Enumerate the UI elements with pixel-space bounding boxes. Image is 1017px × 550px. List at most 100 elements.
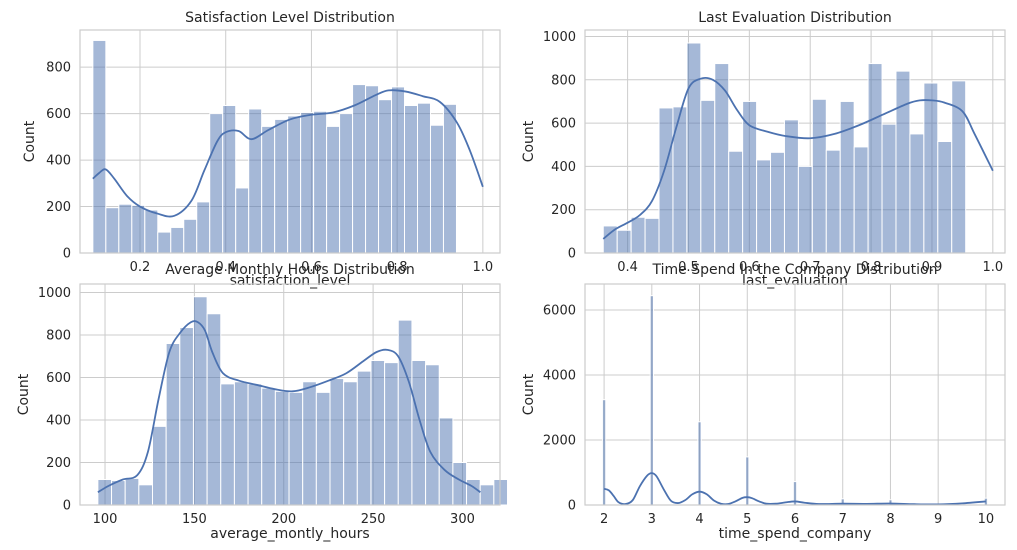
y-axis-label: Count [16,373,32,415]
histogram-bar [742,100,758,254]
histogram-bar [179,327,194,506]
y-tick-label: 4000 [543,369,576,384]
kde-line [92,89,484,218]
y-tick-label: 600 [46,371,71,386]
histogram-bar [365,85,380,254]
y-tick-label: 800 [46,329,71,344]
histogram-bar [797,165,813,254]
x-tick-label: 2 [600,512,608,527]
y-tick-label: 600 [46,107,71,122]
histogram-bar [728,150,744,254]
histogram-bar [425,364,440,506]
y-tick-label: 1000 [38,286,71,301]
x-tick-label: 250 [361,512,386,527]
x-tick-label: 100 [93,512,118,527]
histogram-bar [313,110,328,254]
x-axis-label: average_montly_hours [210,526,369,542]
histogram-bar [233,381,249,506]
y-tick-label: 400 [46,154,71,169]
histogram-bar [370,360,386,506]
x-tick-label: 8 [886,512,894,527]
time-spend-company-chart: 2 3 4 5 6 7 8 9 10 0 2000 4000 6000 time_spend_compan… [521,262,1006,542]
x-tick-label: 0.2 [130,260,151,275]
histogram-bar [247,383,263,506]
y-tick-label: 800 [551,73,576,88]
y-tick-label: 0 [63,499,71,514]
x-tick-label: 0.4 [215,260,236,275]
y-tick-label: 200 [551,203,576,218]
histogram-bar [339,113,354,254]
histogram-bar [909,133,925,254]
chart-title: Average Monthly Hours Distribution [165,262,415,278]
histogram-bar [287,115,302,254]
axes-frame [584,283,1006,506]
histogram-bar [343,381,358,506]
x-tick-label: 0.7 [800,260,821,275]
last-evaluation-chart: 0.4 0.5 0.6 0.7 0.8 0.9 1.0 0 200 400 600 800 1000 la… [521,10,1006,289]
histogram-bar [302,381,317,506]
x-tick-label: 1.0 [982,260,1003,275]
histogram-bar [356,370,372,506]
histogram-bar [248,108,263,254]
x-tick-label: 0.4 [617,260,638,275]
histogram-bar [404,104,418,254]
x-tick-label: 7 [839,512,847,527]
histogram-bar [274,118,289,254]
histogram-bar [352,84,367,254]
histogram-bar [235,187,250,254]
y-tick-label: 2000 [543,434,576,449]
histogram-bar [196,201,211,254]
histogram-bar [105,207,120,254]
histogram-bar [867,63,883,254]
kde-line [602,76,994,240]
axes-frame [79,29,501,254]
x-tick-label: 4 [695,512,703,527]
histogram-bar [165,343,181,506]
kde-line [603,472,986,506]
histogram-bar [326,125,341,254]
histogram-bar [825,149,841,254]
histogram-bar [630,216,646,254]
histogram-bar [261,387,276,506]
y-tick-label: 800 [46,61,71,76]
x-tick-label: 0.9 [922,260,943,275]
x-tick-label: 150 [182,512,207,527]
kde-line [97,320,481,494]
chart-title: Last Evaluation Distribution [698,10,892,26]
histogram-bar [811,98,827,254]
histogram-bar [853,146,869,254]
x-tick-label: 0.8 [387,260,408,275]
y-axis-label: Count [521,373,537,415]
y-axis-label: Count [22,120,38,162]
histogram-bar [783,119,799,254]
y-tick-label: 400 [551,160,576,175]
x-axis-label: time_spend_company [719,526,872,542]
x-tick-label: 0.6 [739,260,760,275]
histogram-bar [220,383,235,506]
histogram-bar [839,100,855,254]
histogram-bar [261,125,276,254]
histogram-bar [895,70,911,254]
histogram-bar [124,477,140,506]
histogram-bar [118,203,133,254]
histogram-bar [452,462,468,506]
axes-frame [584,29,1006,254]
y-tick-label: 600 [551,117,576,132]
histogram-bar [937,141,953,254]
x-tick-label: 10 [978,512,995,527]
histogram-bar [151,425,167,506]
x-tick-label: 300 [450,512,475,527]
x-tick-label: 1.0 [473,260,494,275]
histogram-bar [616,229,632,254]
histogram-bar [138,484,153,506]
histogram-bar [384,362,399,506]
y-tick-label: 0 [568,247,576,262]
histogram-bar [183,218,198,254]
histogram-bar [378,99,393,254]
histogram-bar [92,39,107,254]
histogram-bar [397,319,413,506]
histogram-bar [770,151,785,254]
y-tick-label: 1000 [543,30,576,45]
histogram-bar [700,99,716,254]
